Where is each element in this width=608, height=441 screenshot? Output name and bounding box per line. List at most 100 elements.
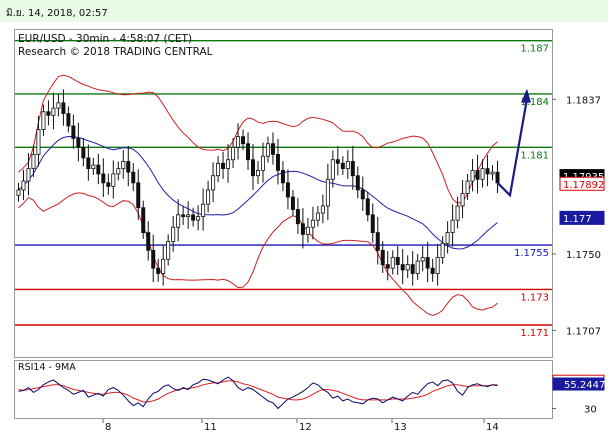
candle-body bbox=[445, 232, 450, 244]
rsi-panel-frame bbox=[14, 360, 553, 419]
candle-body bbox=[290, 196, 295, 210]
main-panel-frame bbox=[14, 29, 553, 358]
candle-body bbox=[226, 159, 231, 170]
bollinger-upper-line bbox=[18, 74, 498, 204]
candle-body bbox=[146, 232, 151, 251]
x-tick-label: 11 bbox=[204, 422, 217, 433]
candle-body bbox=[330, 159, 335, 180]
candle-body bbox=[450, 219, 455, 233]
candle-body bbox=[420, 257, 425, 262]
candle-body bbox=[345, 161, 350, 170]
axes-layer: 1.179351.178921.1771.18371.17501.1707811… bbox=[102, 95, 605, 433]
candle-body bbox=[355, 175, 360, 191]
candles-layer bbox=[16, 89, 500, 286]
indicator-layer bbox=[18, 74, 498, 316]
chart-title: EUR/USD - 30min - 4:58:07 (CET) bbox=[18, 33, 192, 45]
candle-body bbox=[26, 168, 31, 182]
candle-body bbox=[495, 171, 500, 184]
candle-body bbox=[61, 102, 66, 114]
candle-body bbox=[56, 102, 61, 109]
candle-body bbox=[490, 171, 495, 175]
x-tick-label: 13 bbox=[394, 422, 407, 433]
candle-body bbox=[31, 154, 36, 170]
rsi-badge-box bbox=[552, 377, 605, 391]
x-tick-label: 14 bbox=[486, 422, 499, 433]
candle-body bbox=[166, 241, 171, 260]
candle-body bbox=[310, 219, 315, 228]
candle-body bbox=[440, 242, 445, 258]
candle-body bbox=[415, 260, 420, 274]
candle-body bbox=[265, 143, 270, 157]
level-label: 1.184 bbox=[520, 97, 549, 108]
rsi-badge-label: 55.2447 bbox=[564, 380, 605, 391]
candle-body bbox=[390, 257, 395, 269]
candle-body bbox=[151, 249, 156, 269]
candle-body bbox=[186, 214, 191, 218]
candle-body bbox=[131, 171, 136, 184]
forecast-path bbox=[496, 98, 529, 198]
candle-body bbox=[400, 264, 405, 271]
candle-body bbox=[395, 257, 400, 265]
level-label: 1.181 bbox=[520, 150, 549, 161]
level-label: 1.173 bbox=[520, 292, 549, 303]
candle-body bbox=[36, 129, 41, 155]
rsi-line bbox=[18, 376, 498, 410]
candle-body bbox=[191, 214, 196, 221]
candle-body bbox=[340, 162, 345, 170]
top-bar: มิ.ย. 14, 2018, 02:57 bbox=[0, 0, 608, 22]
price-badge-box bbox=[559, 176, 605, 191]
candle-body bbox=[71, 125, 76, 139]
candle-body bbox=[365, 198, 370, 216]
candle-body bbox=[455, 205, 460, 221]
candle-body bbox=[66, 113, 71, 127]
candle-body bbox=[171, 226, 176, 242]
candle-body bbox=[41, 111, 46, 130]
level-label: 1.171 bbox=[520, 328, 549, 339]
candle-body bbox=[246, 143, 251, 161]
rsi-y-tick-label: 30 bbox=[584, 405, 597, 416]
candle-body bbox=[410, 264, 415, 274]
candle-body bbox=[201, 203, 206, 218]
candle-body bbox=[375, 232, 380, 251]
moving-average-line bbox=[18, 135, 498, 250]
candle-body bbox=[285, 182, 290, 198]
candle-body bbox=[141, 207, 146, 233]
candle-body bbox=[116, 168, 121, 175]
candle-body bbox=[236, 136, 241, 148]
candle-body bbox=[251, 159, 256, 177]
candle-body bbox=[460, 193, 465, 207]
candle-body bbox=[86, 157, 91, 170]
price-badge-label: 1.17892 bbox=[563, 180, 604, 191]
candle-body bbox=[300, 223, 305, 235]
candle-body bbox=[46, 111, 51, 116]
candle-body bbox=[405, 264, 410, 271]
candle-body bbox=[385, 264, 390, 269]
candle-body bbox=[280, 169, 285, 184]
candle-body bbox=[76, 138, 81, 148]
candle-body bbox=[16, 189, 21, 196]
candle-body bbox=[126, 161, 131, 173]
candle-body bbox=[106, 182, 111, 187]
candle-body bbox=[315, 212, 320, 221]
candle-body bbox=[335, 159, 340, 164]
candle-body bbox=[216, 162, 221, 177]
candle-body bbox=[370, 214, 375, 233]
candle-body bbox=[241, 136, 246, 145]
candle-body bbox=[91, 164, 96, 170]
candle-body bbox=[176, 214, 181, 228]
candle-body bbox=[221, 162, 226, 170]
candle-body bbox=[480, 168, 485, 180]
candle-body bbox=[111, 173, 116, 187]
candle-body bbox=[485, 168, 490, 175]
candle-body bbox=[51, 107, 56, 116]
candle-body bbox=[425, 257, 430, 269]
candle-body bbox=[255, 169, 260, 177]
y-tick-label: 1.1837 bbox=[566, 95, 601, 106]
candle-body bbox=[275, 154, 280, 171]
candle-body bbox=[156, 267, 161, 274]
level-label: 1.187 bbox=[520, 44, 549, 55]
candle-body bbox=[325, 178, 330, 207]
price-badge-box bbox=[559, 210, 605, 225]
